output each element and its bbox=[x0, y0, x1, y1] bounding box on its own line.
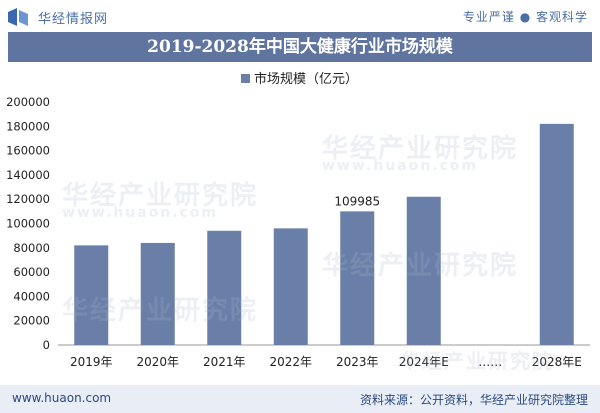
legend-label: 市场规模（亿元） bbox=[254, 71, 358, 87]
brand-name: 华经情报网 bbox=[38, 12, 109, 27]
y-tick-label: 100000 bbox=[6, 217, 50, 231]
bar bbox=[340, 211, 375, 345]
x-tick-label: …… bbox=[478, 355, 502, 369]
legend-swatch bbox=[241, 74, 250, 83]
y-tick-label: 0 bbox=[43, 338, 50, 352]
bar bbox=[207, 230, 242, 345]
x-tick-label: 2020年 bbox=[136, 355, 179, 369]
y-tick-label: 160000 bbox=[6, 144, 50, 158]
slogan: 专业严谨 ● 客观科学 bbox=[462, 10, 588, 24]
bar bbox=[406, 196, 441, 345]
top-bar: 华经情报网 专业严谨 ● 客观科学 bbox=[0, 0, 600, 32]
data-label: 109985 bbox=[334, 194, 380, 208]
bar bbox=[273, 228, 308, 345]
x-tick-label: 2028年E bbox=[532, 355, 582, 369]
bar bbox=[140, 242, 175, 345]
y-tick-label: 200000 bbox=[6, 95, 50, 109]
y-tick-label: 20000 bbox=[13, 314, 50, 328]
bar bbox=[74, 245, 109, 345]
y-tick-label: 60000 bbox=[13, 265, 50, 279]
x-tick-label: 2022年 bbox=[269, 355, 312, 369]
bar bbox=[539, 123, 574, 345]
y-tick-label: 80000 bbox=[13, 241, 50, 255]
footer-website-link[interactable]: www.huaon.com bbox=[12, 391, 112, 405]
y-tick-label: 120000 bbox=[6, 192, 50, 206]
y-tick-label: 140000 bbox=[6, 168, 50, 182]
chart-title: 2019-2028年中国大健康行业市场规模 bbox=[8, 32, 592, 62]
footer: www.huaon.com 资料来源：公开资料，华经产业研究院整理 bbox=[0, 385, 600, 413]
chart-area: 市场规模（亿元） 0 20000 40000 60000 80000 100000 12000… bbox=[0, 62, 600, 382]
x-tick-label: 2019年 bbox=[70, 355, 113, 369]
huajing-logo-icon bbox=[8, 8, 28, 26]
x-tick-label: 2023年 bbox=[336, 355, 379, 369]
bar-chart: 市场规模（亿元） 0 20000 40000 60000 80000 100000 12000… bbox=[6, 71, 590, 369]
x-tick-label: 2024年E bbox=[399, 355, 449, 369]
y-tick-label: 180000 bbox=[6, 119, 50, 133]
x-tick-label: 2021年 bbox=[203, 355, 246, 369]
y-tick-label: 40000 bbox=[13, 289, 50, 303]
footer-source: 资料来源：公开资料，华经产业研究院整理 bbox=[359, 393, 588, 407]
